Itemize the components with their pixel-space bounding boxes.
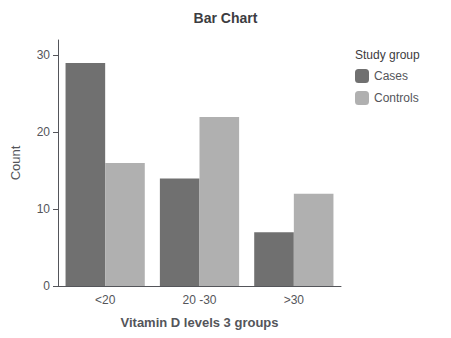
svg-text:10: 10 [37,202,51,216]
svg-text:Controls: Controls [374,91,419,105]
svg-text:20: 20 [37,125,51,139]
svg-text:Study group: Study group [355,48,420,62]
svg-text:>30: >30 [284,293,305,307]
svg-text:Bar Chart: Bar Chart [194,10,258,26]
svg-text:0: 0 [43,279,50,293]
svg-text:Vitamin D levels 3 groups: Vitamin D levels 3 groups [121,315,279,330]
svg-text:Count: Count [8,145,23,180]
svg-text:<20: <20 [95,293,116,307]
svg-text:20 -30: 20 -30 [182,293,216,307]
svg-text:Cases: Cases [374,69,408,83]
svg-text:30: 30 [37,48,51,62]
